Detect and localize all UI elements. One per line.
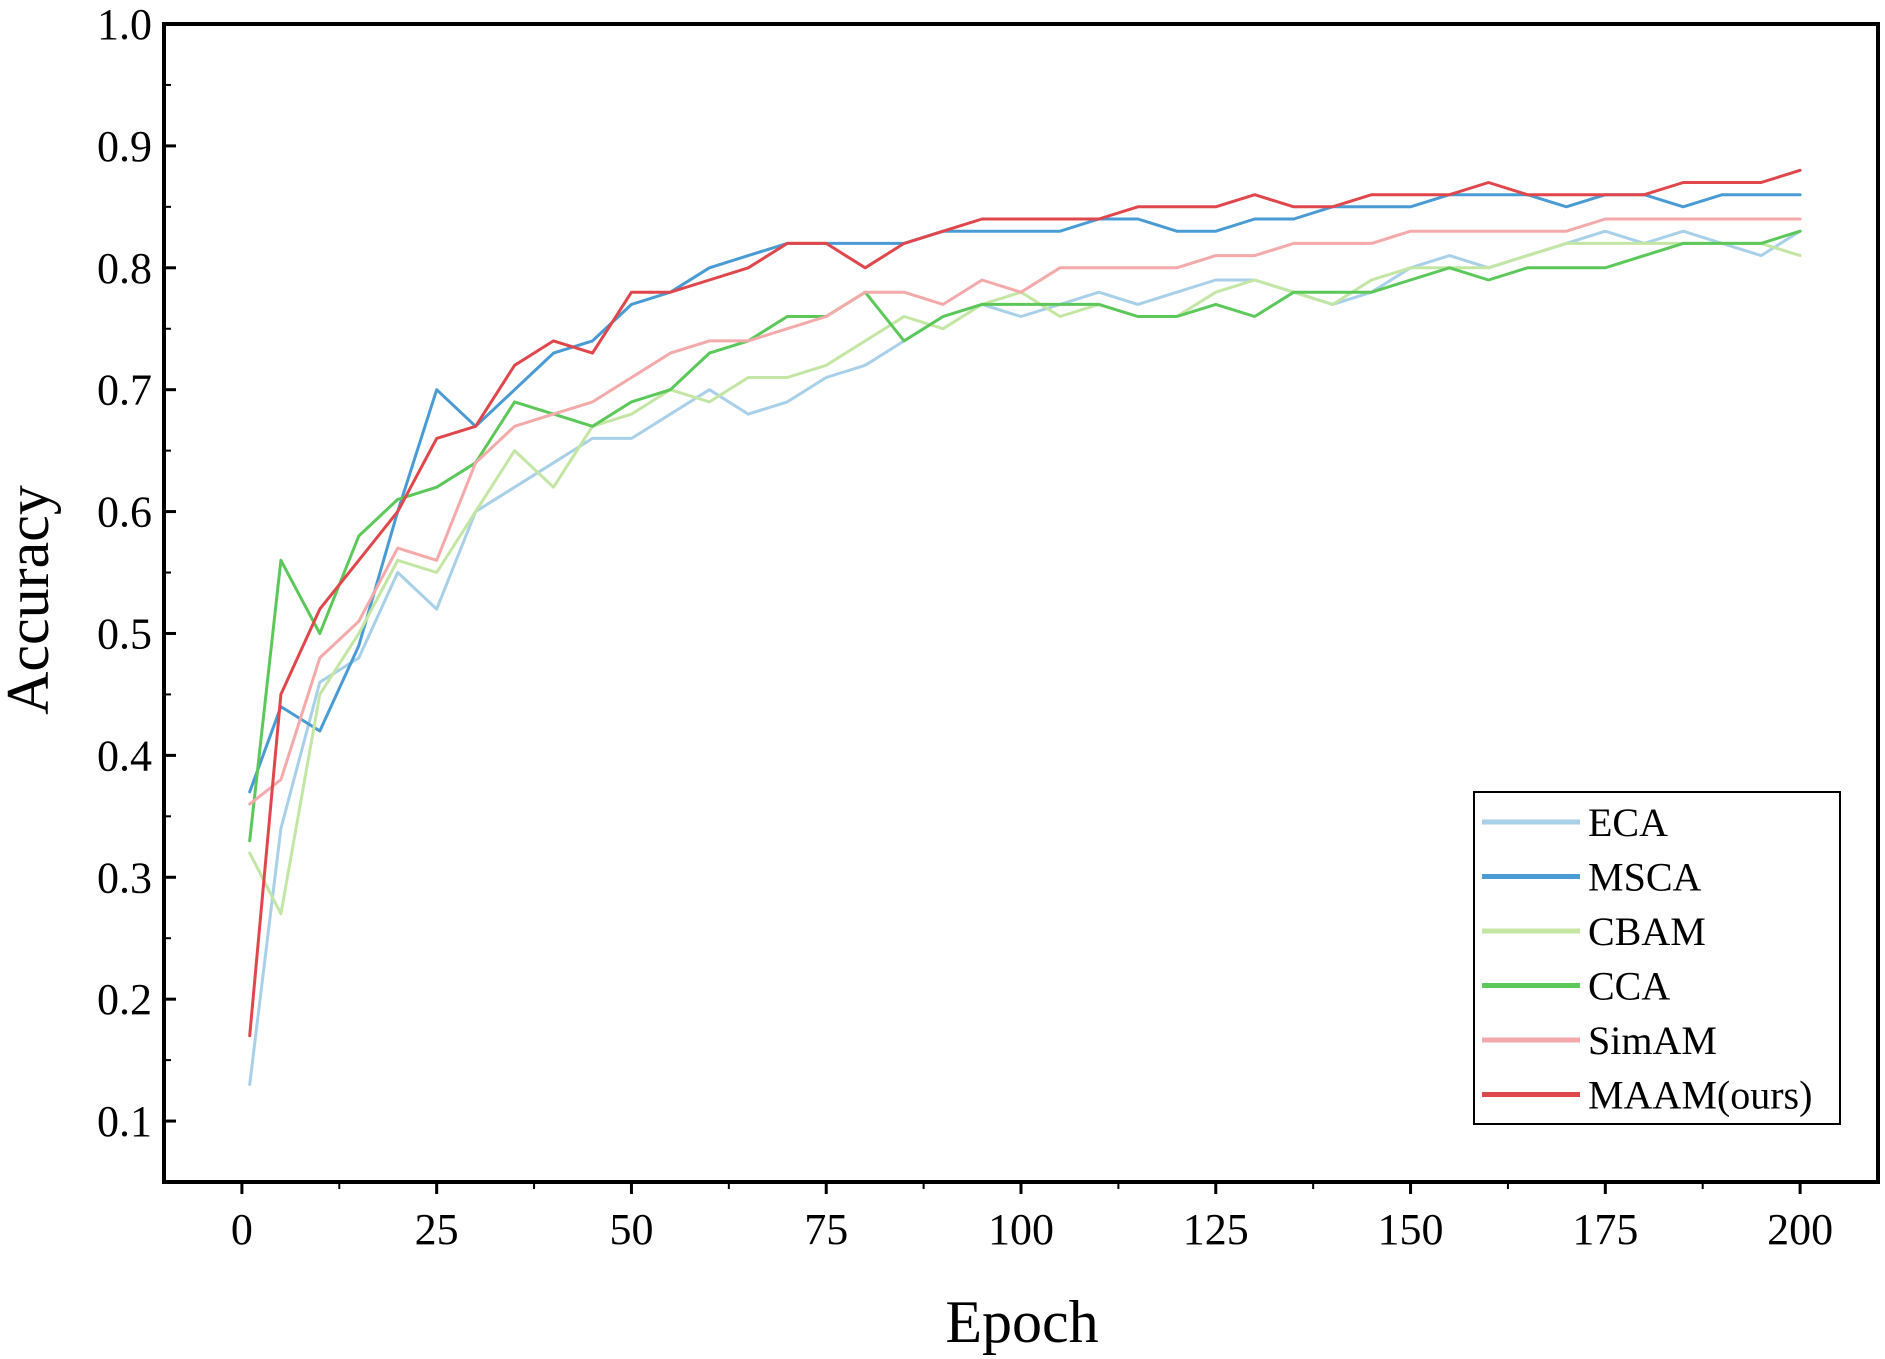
x-tick-label: 125 <box>1183 1205 1249 1254</box>
series-group <box>248 168 1802 1086</box>
y-tick-label: 0.5 <box>97 609 152 658</box>
y-axis-title: Accuracy <box>0 485 61 715</box>
x-tick-label: 0 <box>231 1205 253 1254</box>
legend-label: CCA <box>1588 964 1670 1009</box>
legend-label: MSCA <box>1588 855 1701 900</box>
x-tick-label: 75 <box>804 1205 848 1254</box>
y-tick-label: 0.8 <box>97 244 152 293</box>
x-tick-label: 150 <box>1378 1205 1444 1254</box>
y-tick-label: 0.9 <box>97 122 152 171</box>
legend-label: CBAM <box>1588 909 1706 954</box>
legend-label: SimAM <box>1588 1018 1717 1063</box>
series-line <box>248 168 1802 1038</box>
y-tick-label: 1.0 <box>97 0 152 49</box>
y-tick-label: 0.1 <box>97 1097 152 1146</box>
x-tick-label: 200 <box>1767 1205 1833 1254</box>
y-tick-label: 0.4 <box>97 731 152 780</box>
y-tick-label: 0.2 <box>97 975 152 1024</box>
x-tick-label: 50 <box>609 1205 653 1254</box>
legend-box <box>1473 791 1841 1125</box>
y-tick-label: 0.6 <box>97 488 152 537</box>
legend-label: ECA <box>1588 800 1668 845</box>
x-axis: 0 25 50 75 100 125 150 175 200 <box>231 1182 1833 1254</box>
legend: ECA MSCA CBAM CCA SimAM MAAM(ours) <box>1473 791 1841 1125</box>
x-tick-label: 100 <box>988 1205 1054 1254</box>
y-axis: 0.1 0.2 0.3 0.4 0.5 0.6 0.7 0.8 0.9 1.0 <box>97 0 176 1146</box>
legend-label: MAAM(ours) <box>1588 1073 1812 1118</box>
series-line <box>248 217 1802 806</box>
series-line <box>248 229 1802 843</box>
y-tick-label: 0.3 <box>97 853 152 902</box>
x-tick-label: 175 <box>1572 1205 1638 1254</box>
series-line <box>248 193 1802 794</box>
x-axis-title: Epoch <box>945 1289 1098 1355</box>
y-tick-label: 0.7 <box>97 366 152 415</box>
x-tick-label: 25 <box>415 1205 459 1254</box>
